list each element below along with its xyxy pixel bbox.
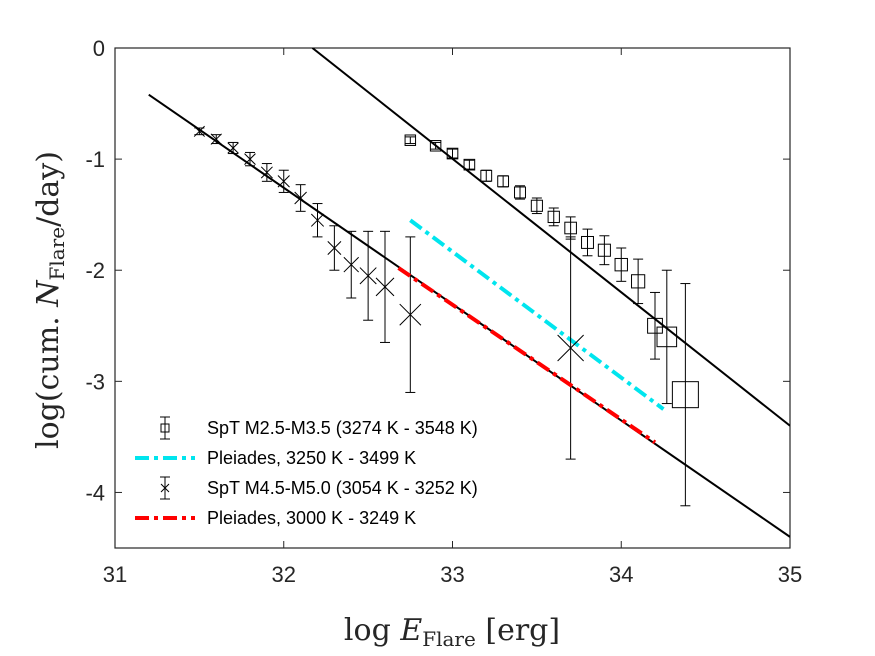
- plot-area: [115, 48, 790, 548]
- y-tick-label: -4: [85, 480, 105, 505]
- y-tick-label: -2: [85, 258, 105, 283]
- x-tick-label: 32: [272, 562, 296, 587]
- legend-label: SpT M4.5-M5.0 (3054 K - 3252 K): [207, 478, 478, 498]
- legend-label: Pleiades, 3250 K - 3499 K: [207, 448, 416, 468]
- x-tick-label: 33: [440, 562, 464, 587]
- legend-label: SpT M2.5-M3.5 (3274 K - 3548 K): [207, 418, 478, 438]
- x-tick-label: 35: [778, 562, 802, 587]
- y-tick-label: 0: [93, 36, 105, 61]
- x-tick-label: 34: [609, 562, 633, 587]
- x-axis-title: log EFlare [erg]: [344, 613, 560, 651]
- flare-frequency-chart: 31 32 33 34 35 0 -1 -2 -3 -4 log EFlare [erg] log…: [0, 0, 875, 656]
- x-tick-label: 31: [103, 562, 127, 587]
- y-tick-label: -1: [85, 147, 105, 172]
- y-tick-label: -3: [85, 369, 105, 394]
- y-axis-title: log(cum. NFlare/day): [31, 151, 69, 449]
- legend-label: Pleiades, 3000 K - 3249 K: [207, 508, 416, 528]
